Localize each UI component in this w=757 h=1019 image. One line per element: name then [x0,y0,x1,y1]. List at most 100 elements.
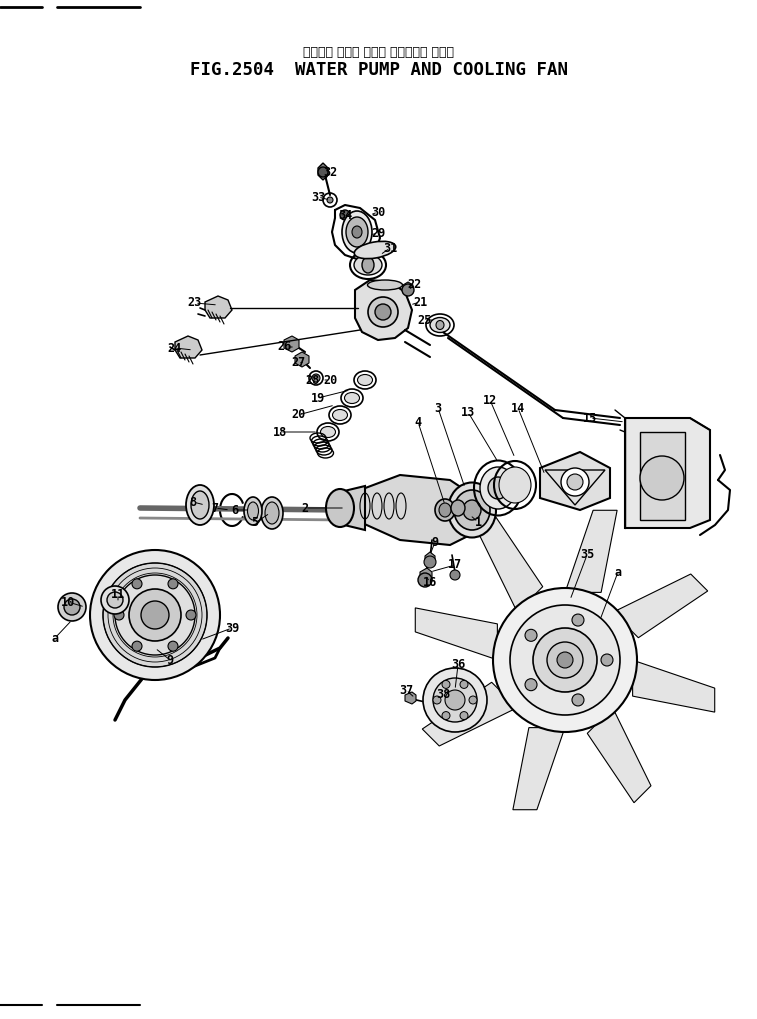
Text: a: a [615,566,621,579]
Circle shape [402,284,414,296]
Ellipse shape [454,490,490,530]
Polygon shape [416,608,497,660]
Ellipse shape [448,483,496,537]
Ellipse shape [439,503,451,517]
Polygon shape [565,511,617,592]
Text: ウォータ ポンプ および クーリング ファン: ウォータ ポンプ および クーリング ファン [303,46,454,58]
Text: 21: 21 [413,296,427,309]
Ellipse shape [265,502,279,524]
Ellipse shape [191,491,209,519]
Polygon shape [175,336,202,358]
Circle shape [445,690,465,710]
Circle shape [493,588,637,732]
Text: 37: 37 [399,684,413,697]
Text: 3: 3 [435,401,441,415]
Circle shape [168,641,178,651]
Circle shape [90,550,220,680]
Circle shape [601,654,613,666]
Ellipse shape [326,489,354,527]
Ellipse shape [488,477,508,499]
Ellipse shape [480,467,516,510]
Text: 12: 12 [483,393,497,407]
Ellipse shape [244,497,262,525]
Text: 15: 15 [583,412,597,425]
Circle shape [368,297,398,327]
Circle shape [469,696,477,704]
Circle shape [533,628,597,692]
Circle shape [101,586,129,614]
Text: 7: 7 [211,501,219,515]
Ellipse shape [357,375,372,385]
Text: 29: 29 [371,226,385,239]
Text: 5: 5 [251,517,259,530]
Polygon shape [613,574,708,638]
Text: 13: 13 [461,406,475,419]
Text: 10: 10 [61,595,75,608]
Text: 36: 36 [451,658,465,672]
Text: 16: 16 [423,576,437,589]
Text: 19: 19 [311,391,325,405]
Text: 24: 24 [168,341,182,355]
Text: 2: 2 [301,501,309,515]
Circle shape [640,455,684,500]
Circle shape [424,556,436,568]
Text: 17: 17 [448,558,462,572]
Ellipse shape [354,242,396,259]
Text: 9: 9 [167,653,173,666]
Circle shape [450,570,460,580]
Circle shape [115,575,195,655]
Circle shape [561,468,589,496]
Polygon shape [205,296,232,318]
Circle shape [418,573,432,587]
Polygon shape [513,728,565,810]
Ellipse shape [186,485,214,525]
Ellipse shape [248,502,258,520]
Polygon shape [405,692,416,704]
Polygon shape [479,518,543,612]
Circle shape [442,711,450,719]
Text: 30: 30 [371,206,385,218]
Text: 20: 20 [323,374,337,386]
Polygon shape [540,452,610,510]
Circle shape [340,210,350,220]
Ellipse shape [367,280,403,290]
Ellipse shape [362,257,374,273]
Circle shape [423,668,487,732]
Ellipse shape [499,467,531,503]
Circle shape [129,589,181,641]
Polygon shape [640,432,685,520]
Text: 9: 9 [431,536,438,548]
Text: 25: 25 [418,314,432,326]
Ellipse shape [344,392,360,404]
Text: 39: 39 [225,622,239,635]
Circle shape [186,610,196,620]
Circle shape [460,681,468,689]
Circle shape [58,593,86,621]
Ellipse shape [352,226,362,238]
Text: 8: 8 [189,495,197,508]
Circle shape [103,564,207,667]
Circle shape [114,610,124,620]
Text: 35: 35 [580,548,594,561]
Text: 23: 23 [188,297,202,310]
Ellipse shape [354,255,382,275]
Text: 31: 31 [383,242,397,255]
Polygon shape [65,595,79,613]
Ellipse shape [332,410,347,421]
Polygon shape [284,336,299,352]
Polygon shape [420,568,432,583]
Ellipse shape [463,500,481,520]
Text: a: a [51,632,58,644]
Polygon shape [403,282,413,294]
Ellipse shape [436,321,444,329]
Circle shape [433,696,441,704]
Circle shape [460,711,468,719]
Circle shape [567,474,583,490]
Circle shape [318,167,328,177]
Text: 20: 20 [291,409,305,422]
Polygon shape [625,418,710,528]
Polygon shape [633,660,715,712]
Text: 6: 6 [232,503,238,517]
Text: FIG.2504  WATER PUMP AND COOLING FAN: FIG.2504 WATER PUMP AND COOLING FAN [189,61,568,79]
Ellipse shape [430,318,450,332]
